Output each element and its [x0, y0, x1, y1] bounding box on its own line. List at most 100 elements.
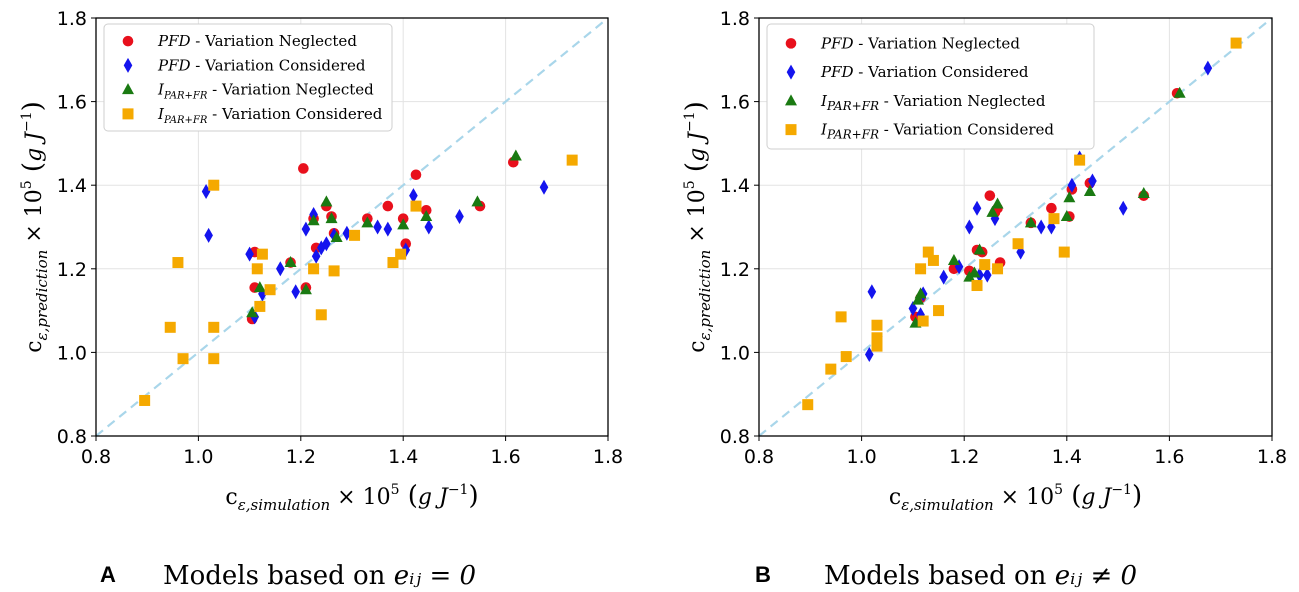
series-ipar-neglected — [246, 149, 522, 318]
series-ipar-considered — [802, 37, 1242, 411]
data-point — [975, 267, 984, 283]
legend-entry: IPAR+FR - Variation Considered — [157, 105, 383, 126]
scatter-panel-a: 0.8 1.0 1.2 1.4 1.6 1.8 0.8 1.0 1.2 1.4 1.6 1.8 cε,s… — [18, 8, 623, 591]
data-point — [1036, 219, 1046, 235]
data-point — [284, 256, 297, 268]
data-point — [912, 293, 925, 305]
y-tick-label: 1.6 — [720, 92, 750, 114]
data-point — [979, 259, 991, 271]
data-point — [991, 197, 1004, 209]
data-point — [320, 195, 333, 207]
data-point — [139, 394, 151, 406]
data-point — [383, 221, 393, 237]
data-point — [361, 216, 374, 228]
data-point — [253, 281, 266, 293]
data-point — [871, 319, 883, 331]
data-point — [204, 227, 213, 243]
data-point — [311, 248, 321, 264]
y-tick-label: 1.8 — [57, 8, 87, 30]
x-tick-label: 0.8 — [744, 446, 774, 468]
legend-entry: PFD - Variation Considered — [820, 63, 1029, 81]
y-tick-label: 1.4 — [57, 175, 87, 197]
data-point — [1137, 187, 1150, 199]
y-tick-label: 0.8 — [57, 426, 87, 448]
x-tick-label: 0.8 — [81, 446, 111, 468]
x-tick-label: 1.2 — [286, 446, 316, 468]
legend-entry: IPAR+FR - Variation Considered — [820, 121, 1054, 142]
data-point — [840, 351, 852, 363]
data-point — [908, 301, 918, 317]
x-tick-label: 1.8 — [593, 446, 623, 468]
y-tick-label: 1.4 — [720, 175, 750, 197]
panel-letter: A — [100, 562, 116, 587]
data-point — [382, 200, 394, 212]
legend: PFD - Variation Neglected PFD - Variation… — [766, 23, 1095, 150]
x-tick-label: 1.6 — [1154, 446, 1184, 468]
data-point — [246, 306, 259, 318]
legend-marker — [786, 64, 796, 80]
data-point — [322, 236, 331, 252]
data-point — [914, 287, 927, 299]
data-point — [325, 212, 338, 224]
legend-entry: PFD - Variation Neglected — [157, 32, 357, 50]
y-tick-label: 1.0 — [720, 342, 750, 364]
data-point — [291, 284, 300, 300]
y-tick-label: 1.0 — [57, 342, 87, 364]
data-point — [349, 229, 361, 241]
x-axis-label: cε,simulation × 105 (g J−1) — [889, 481, 1142, 514]
data-point — [1058, 246, 1070, 258]
panel-caption: Models based on eᵢⱼ ≠ 0 — [824, 561, 1137, 591]
data-point — [1012, 238, 1024, 250]
data-point — [835, 311, 847, 323]
data-point — [968, 266, 981, 278]
data-point — [1060, 210, 1073, 222]
plot-frame — [95, 17, 609, 437]
legend-entry: PFD - Variation Neglected — [820, 34, 1020, 52]
x-tick-label: 1.4 — [1052, 446, 1082, 468]
legend-box — [103, 23, 393, 132]
data-point — [471, 195, 484, 207]
data-point — [256, 248, 268, 260]
series-ipar-neglected — [909, 86, 1186, 328]
data-point — [1203, 60, 1213, 76]
x-tick-label: 1.0 — [846, 446, 876, 468]
data-point — [177, 353, 189, 365]
data-point — [387, 257, 399, 269]
data-point — [172, 257, 184, 269]
data-point — [208, 321, 220, 333]
data-point — [1083, 184, 1096, 196]
data-point — [1118, 200, 1128, 216]
data-point — [254, 300, 266, 312]
data-point — [330, 230, 343, 242]
data-point — [455, 209, 464, 225]
legend: PFD - Variation Neglected PFD - Variation… — [103, 23, 393, 132]
data-point — [825, 363, 837, 375]
data-point — [410, 169, 422, 181]
data-point — [927, 254, 939, 266]
data-point — [922, 246, 934, 258]
data-point — [1024, 216, 1037, 228]
reference-line-y-equals-x — [758, 17, 1273, 437]
y-axis-label: cε,prediction × 105 (g J−1) — [681, 101, 714, 353]
data-point — [566, 154, 578, 166]
data-point — [939, 269, 948, 285]
data-point — [397, 218, 410, 230]
data-point — [1088, 173, 1097, 189]
y-tick-label: 1.2 — [720, 259, 750, 281]
legend-entry: IPAR+FR - Variation Neglected — [157, 81, 374, 102]
data-point — [947, 253, 960, 265]
legend-entry: PFD - Variation Considered — [157, 56, 366, 74]
data-point — [992, 263, 1004, 275]
data-point — [328, 265, 340, 277]
x-tick-label: 1.6 — [490, 446, 520, 468]
x-tick-label: 1.8 — [1257, 446, 1287, 468]
scatter-panel-b: 0.8 1.0 1.2 1.4 1.6 1.8 0.8 1.0 1.2 1.4 1.6 1.8 cε,s… — [681, 8, 1287, 591]
data-point — [329, 227, 339, 243]
x-tick-label: 1.4 — [388, 446, 418, 468]
data-point — [208, 179, 220, 191]
data-point — [1067, 177, 1077, 193]
data-point — [276, 261, 285, 277]
data-point — [965, 219, 974, 235]
legend-entry: IPAR+FR - Variation Neglected — [820, 92, 1046, 113]
data-point — [164, 321, 176, 333]
